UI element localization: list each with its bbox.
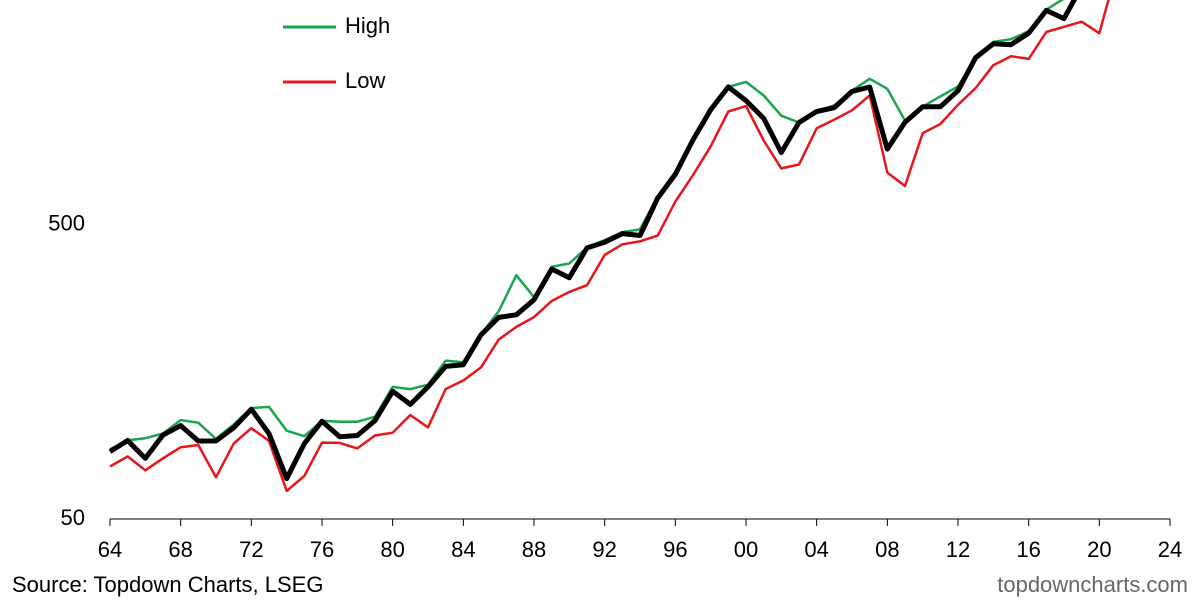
series-line xyxy=(109,0,1110,493)
x-tick-label: 76 xyxy=(310,537,334,562)
x-tick-label: 12 xyxy=(946,537,970,562)
source: Source: Topdown Charts, LSEG xyxy=(12,572,323,597)
legend-label: High xyxy=(345,13,390,38)
x-tick-label: 68 xyxy=(168,537,192,562)
x-tick-label: 92 xyxy=(592,537,616,562)
x-tick-label: 24 xyxy=(1158,537,1182,562)
x-tick-label: 04 xyxy=(804,537,828,562)
x-tick-label: 00 xyxy=(734,537,758,562)
y-tick-label: 500 xyxy=(48,210,85,235)
series-line xyxy=(109,0,1065,451)
x-tick-label: 08 xyxy=(875,537,899,562)
x-tick-label: 64 xyxy=(98,537,122,562)
x-tick-label: 84 xyxy=(451,537,475,562)
series-line xyxy=(108,0,1078,482)
x-tick-label: 80 xyxy=(380,537,404,562)
y-tick-label: 50 xyxy=(61,505,85,530)
plot-area xyxy=(108,0,1110,493)
legend-label: Low xyxy=(345,68,385,93)
x-tick-label: 88 xyxy=(522,537,546,562)
x-tick-label: 16 xyxy=(1016,537,1040,562)
watermark: topdowncharts.com xyxy=(997,572,1188,597)
x-tick-label: 20 xyxy=(1087,537,1111,562)
x-tick-label: 72 xyxy=(239,537,263,562)
x-tick-label: 96 xyxy=(663,537,687,562)
